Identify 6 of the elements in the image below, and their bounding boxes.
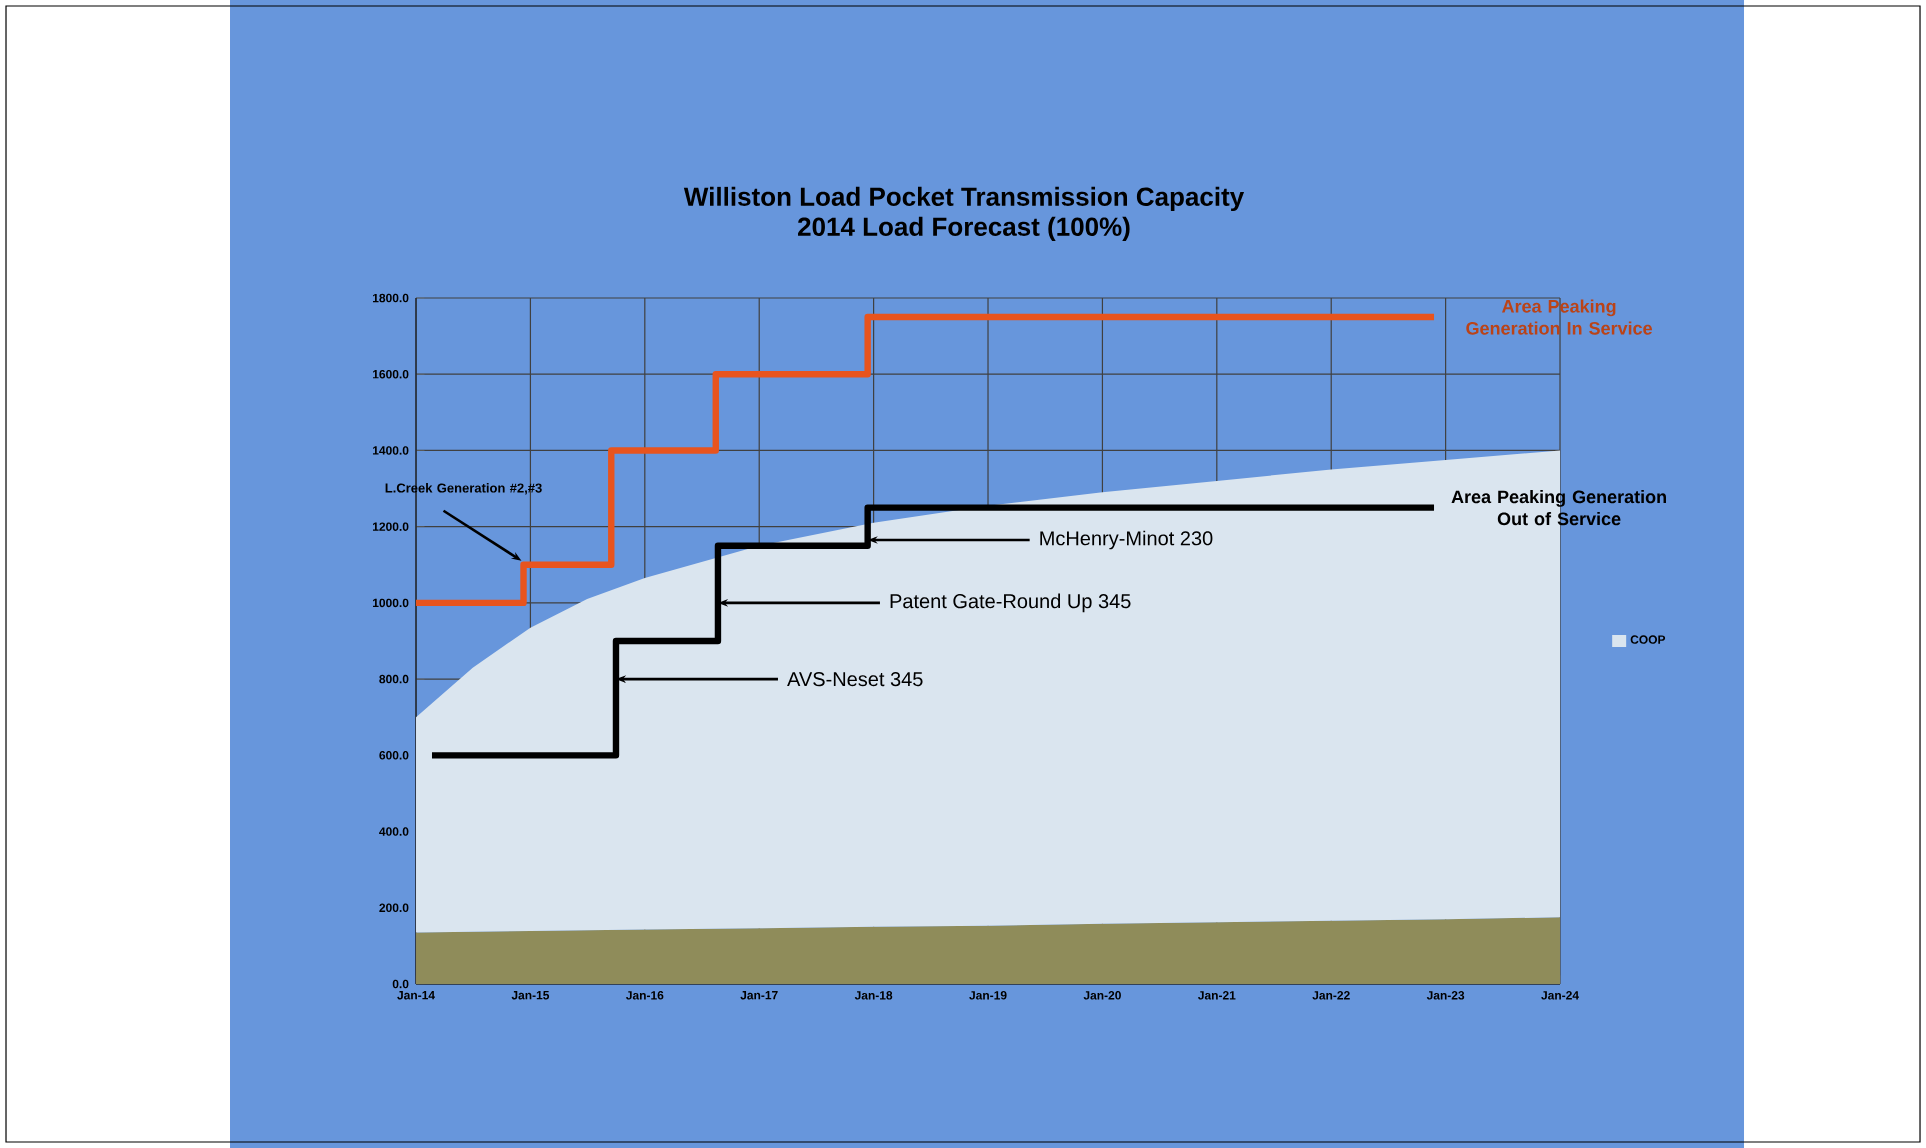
annotation: AVS-Neset 345 <box>787 672 923 687</box>
chart-title: Williston Load Pocket Transmission Capacity <box>683 186 1245 212</box>
annotation: McHenry-Minot 230 <box>1040 530 1213 550</box>
chart-subtitle: 2014 Load Forecast (100%) <box>798 216 1130 242</box>
annotation: Patent Gate-Round Up 345 <box>890 593 1131 613</box>
series-label: Area Peaking Generation In Service <box>1466 299 1653 335</box>
